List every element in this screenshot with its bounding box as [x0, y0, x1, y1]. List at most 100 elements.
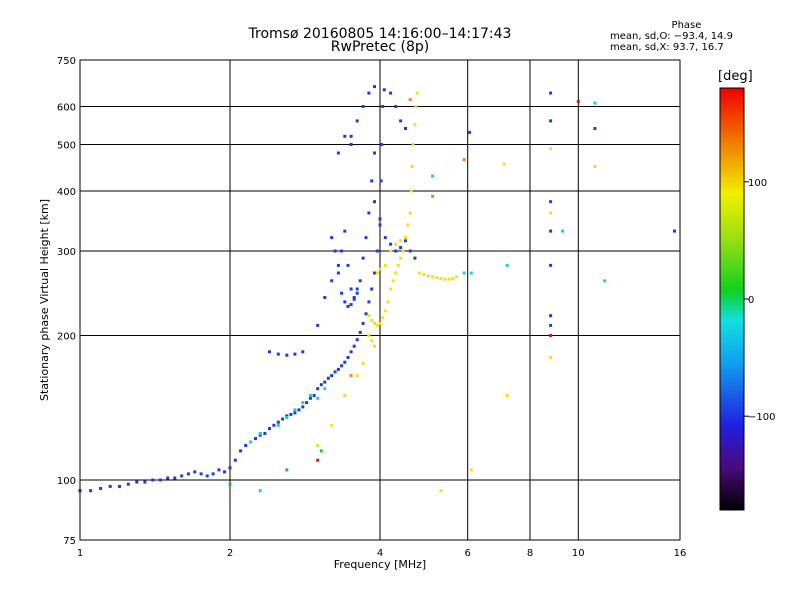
data-point [358, 330, 362, 334]
data-point [411, 143, 415, 146]
x-tick-label: 1 [77, 548, 83, 559]
data-point [276, 423, 280, 427]
data-point [301, 405, 305, 409]
data-point [126, 482, 130, 486]
data-point [406, 223, 410, 227]
data-point [361, 321, 365, 325]
data-point [305, 401, 309, 405]
data-point [343, 134, 347, 138]
x-tick-label: 8 [527, 548, 533, 559]
data-point [394, 271, 398, 275]
data-point [431, 194, 435, 198]
data-point [389, 91, 393, 95]
data-point [561, 229, 565, 233]
data-point [89, 489, 93, 493]
data-point [108, 484, 112, 488]
data-point [285, 414, 289, 418]
colorbar-tick-label: 100 [748, 178, 767, 189]
data-point [293, 352, 297, 356]
data-point [330, 374, 334, 378]
data-point [180, 474, 184, 478]
data-point [375, 249, 379, 253]
data-point [505, 263, 509, 267]
data-point [268, 350, 271, 354]
data-point [378, 321, 382, 325]
plot-frame [79, 59, 681, 541]
data-point [316, 458, 320, 462]
y-tick-label: 400 [57, 187, 76, 198]
data-point [576, 99, 580, 103]
data-point [258, 433, 262, 437]
data-point [455, 275, 459, 279]
data-point [549, 323, 553, 327]
data-point [336, 271, 340, 275]
data-point [391, 279, 395, 283]
y-tick-label: 100 [57, 476, 76, 487]
data-point [378, 217, 382, 221]
data-point [330, 423, 334, 427]
data-point [355, 287, 359, 291]
data-point [316, 323, 320, 327]
data-point [349, 134, 353, 138]
data-point [426, 274, 430, 278]
data-point [272, 423, 276, 427]
data-point [549, 314, 553, 318]
data-point [447, 277, 451, 281]
data-point [349, 287, 353, 291]
data-point [549, 119, 553, 123]
data-point [349, 303, 353, 307]
data-point [285, 353, 289, 357]
data-point [289, 412, 293, 416]
data-point [336, 151, 340, 155]
data-point [413, 123, 417, 127]
data-point [217, 468, 221, 472]
data-point [326, 376, 330, 380]
data-point [367, 314, 371, 318]
data-point [346, 263, 350, 267]
data-point [373, 85, 376, 89]
data-point [233, 458, 237, 462]
data-point [323, 296, 327, 299]
data-point [408, 98, 412, 102]
data-point [143, 480, 147, 484]
data-point [343, 394, 347, 397]
colorbar-tick-label: −100 [748, 412, 775, 423]
data-point [399, 256, 403, 260]
data-point [254, 437, 257, 441]
data-point [439, 489, 443, 493]
data-point [549, 263, 553, 267]
data-point [380, 143, 384, 146]
data-point [135, 480, 139, 484]
data-point [383, 236, 387, 240]
data-point [367, 91, 371, 95]
data-point [394, 249, 398, 253]
data-point [382, 88, 386, 92]
data-point [352, 297, 356, 301]
data-point [228, 466, 232, 470]
phase-stats-x: mean, sd,X: 93.7, 16.7 [610, 42, 724, 53]
data-point [396, 263, 400, 267]
data-point [352, 296, 356, 299]
data-point [268, 427, 271, 431]
data-point [431, 275, 435, 279]
data-point [319, 449, 323, 453]
data-point [549, 229, 553, 233]
data-point [293, 408, 297, 412]
data-point [399, 119, 403, 123]
data-point [258, 489, 262, 493]
data-point [361, 256, 365, 260]
data-point [505, 394, 509, 397]
data-point [349, 143, 353, 146]
data-point [258, 432, 262, 435]
data-point [367, 334, 371, 337]
data-point [364, 312, 368, 316]
data-point [166, 476, 170, 480]
data-point [364, 236, 368, 240]
data-point [199, 472, 203, 476]
data-point [316, 396, 320, 400]
data-point [319, 383, 323, 387]
data-point [462, 158, 466, 162]
data-point [389, 249, 393, 253]
data-point [346, 304, 350, 308]
